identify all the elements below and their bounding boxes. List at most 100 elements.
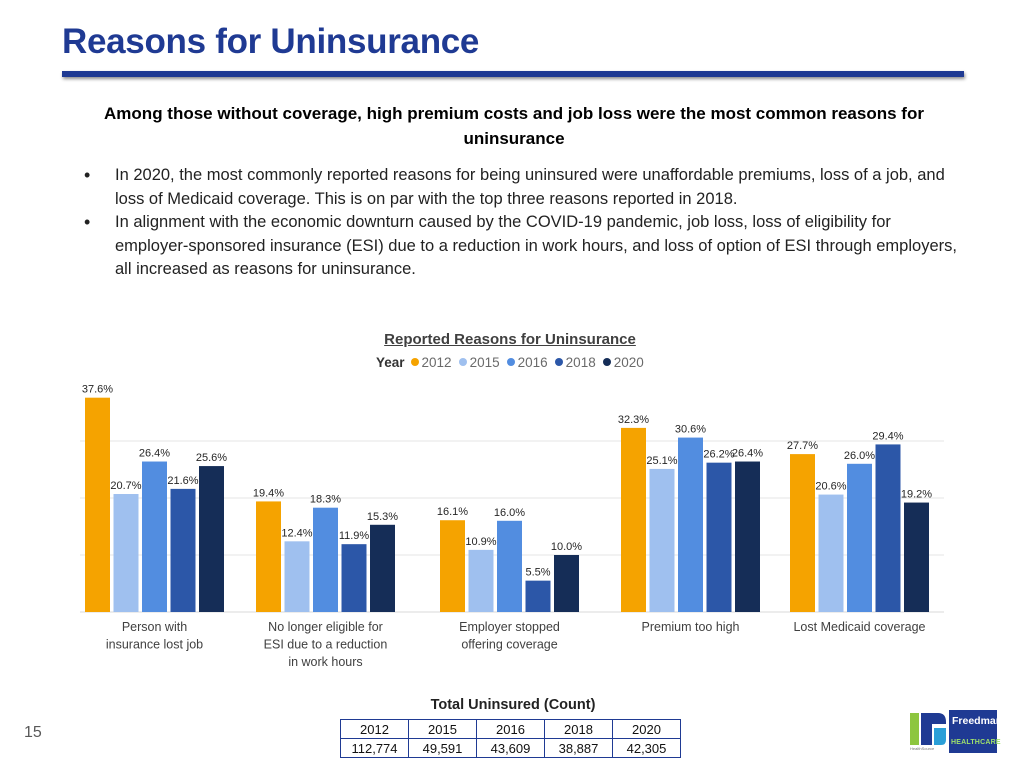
logo-wordmark: Freedman HEALTHCARE (949, 710, 1002, 753)
total-uninsured-title: Total Uninsured (Count) (430, 697, 596, 713)
data-label: 26.4% (732, 448, 763, 460)
logo-mark-icon (910, 713, 946, 745)
bar-2018 (525, 580, 551, 612)
category-label: insurance lost job (106, 638, 203, 652)
data-label: 30.6% (675, 424, 706, 436)
bullet-text: In 2020, the most commonly reported reas… (115, 166, 945, 208)
table-cell-year: 2018 (544, 719, 613, 739)
data-label: 10.9% (465, 536, 496, 548)
logo-name: Freedman (952, 715, 1003, 727)
legend-swatch (602, 358, 611, 366)
bar-2012 (440, 520, 465, 612)
data-label: 18.3% (310, 494, 341, 506)
bar-2020 (199, 466, 224, 612)
data-label: 29.4% (872, 430, 903, 442)
legend-item-2012: 2012 (410, 354, 452, 370)
bullet-list: • In 2020, the most commonly reported re… (78, 164, 958, 282)
data-label: 20.6% (815, 481, 846, 493)
data-label: 32.3% (618, 414, 649, 426)
data-label: 37.6% (82, 384, 113, 396)
category-label: Person with (122, 620, 187, 634)
bullet-icon: • (84, 165, 91, 185)
legend-title: Year (376, 354, 405, 370)
legend-label: 2015 (469, 354, 500, 370)
data-label: 26.2% (703, 449, 734, 461)
legend-label: 2016 (517, 354, 548, 370)
category-label: No longer eligible for (268, 620, 383, 634)
table-cell-year: 2015 (408, 719, 477, 739)
data-label: 19.2% (901, 489, 932, 501)
bar-2018 (341, 544, 367, 612)
data-label: 25.1% (646, 455, 677, 467)
bar-2020 (735, 461, 760, 612)
bar-2018 (706, 462, 732, 612)
table-cell-year: 2020 (612, 719, 681, 739)
data-label: 25.6% (196, 452, 227, 464)
bar-2012 (621, 427, 646, 612)
legend-item-2015: 2015 (458, 354, 500, 370)
total-uninsured-table: 2012 2015 2016 2018 2020 112,774 49,591 … (340, 719, 681, 758)
page-subtitle: Among those without coverage, high premi… (104, 104, 924, 148)
category-label: Lost Medicaid coverage (793, 620, 925, 634)
bar-2020 (370, 524, 395, 612)
table-cell-count: 43,609 (476, 738, 545, 758)
bar-2012 (85, 397, 110, 612)
bar-2020 (904, 502, 929, 612)
table-cell-count: 42,305 (612, 738, 681, 758)
bar-2015 (113, 494, 139, 612)
data-label: 10.0% (551, 541, 582, 553)
data-label: 26.0% (844, 450, 875, 462)
bar-2016 (847, 463, 872, 612)
bullet-item: • In 2020, the most commonly reported re… (78, 164, 958, 211)
data-label: 12.4% (281, 527, 312, 539)
legend-swatch (410, 358, 419, 366)
data-label: 21.6% (167, 475, 198, 487)
bar-2012 (790, 454, 815, 612)
bar-2016 (142, 461, 167, 612)
table-cell-year: 2016 (476, 719, 545, 739)
category-label: Premium too high (642, 620, 740, 634)
category-label: offering coverage (461, 638, 557, 652)
logo-tagline: HealthSource (910, 746, 935, 751)
legend-swatch (554, 358, 563, 366)
bar-2015 (468, 549, 494, 612)
title-divider (62, 71, 964, 77)
table-cell-year: 2012 (340, 719, 409, 739)
legend-swatch (506, 358, 515, 366)
legend-item-2020: 2020 (602, 354, 644, 370)
chart-legend: Year 2012 2015 2016 2018 2020 (376, 353, 651, 371)
bar-2018 (875, 444, 901, 612)
legend-label: 2012 (421, 354, 452, 370)
data-label: 26.4% (139, 448, 170, 460)
bar-chart: 37.6% 20.7% 26.4% 21.6% 25.6% Person with insu… (80, 384, 944, 669)
table-cell-count: 49,591 (408, 738, 477, 758)
legend-label: 2020 (613, 354, 644, 370)
bar-2016 (678, 437, 703, 612)
freedman-healthcare-logo: Freedman HEALTHCARE HealthSource (908, 710, 1002, 754)
table-cell-count: 38,887 (544, 738, 613, 758)
data-label: 5.5% (525, 567, 550, 579)
table-cell-count: 112,774 (340, 738, 409, 758)
bullet-icon: • (84, 212, 91, 232)
legend-swatch (458, 358, 467, 366)
page-number: 15 (24, 724, 42, 741)
bar-2015 (284, 541, 310, 612)
data-label: 20.7% (110, 480, 141, 492)
data-label: 27.7% (787, 440, 818, 452)
bar-2012 (256, 501, 281, 612)
table-row-counts: 112,774 49,591 43,609 38,887 42,305 (340, 738, 681, 758)
bar-2018 (170, 488, 196, 612)
legend-item-2018: 2018 (554, 354, 596, 370)
category-label: Employer stopped (459, 620, 560, 634)
chart-title: Reported Reasons for Uninsurance (384, 331, 636, 348)
bar-2015 (818, 494, 844, 612)
table-row-years: 2012 2015 2016 2018 2020 (340, 719, 681, 739)
legend-item-2016: 2016 (506, 354, 548, 370)
page-title: Reasons for Uninsurance (62, 22, 480, 61)
bar-2015 (649, 468, 675, 612)
legend-label: 2018 (565, 354, 596, 370)
logo-sub: HEALTHCARE (951, 739, 1001, 746)
category-label: ESI due to a reduction (264, 638, 388, 652)
bullet-text: In alignment with the economic downturn … (115, 213, 957, 278)
data-label: 15.3% (367, 511, 398, 523)
